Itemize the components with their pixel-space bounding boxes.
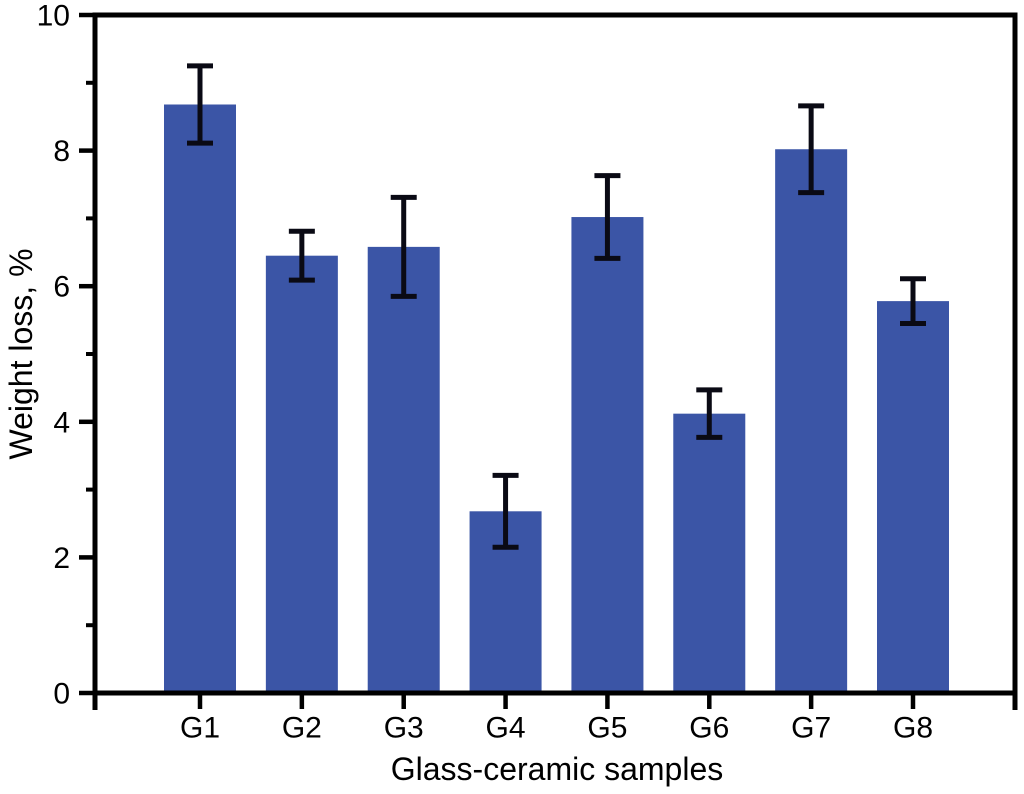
error-bar-G7 <box>798 103 825 196</box>
error-bars-layer <box>187 63 926 550</box>
bar-G1 <box>164 104 236 694</box>
bar-G8 <box>877 301 949 693</box>
x-tick-label-G5: G5 <box>587 712 627 745</box>
x-tick-label-G8: G8 <box>893 712 933 745</box>
y-tick-label-2: 2 <box>53 542 70 575</box>
error-bar-G8 <box>900 276 926 326</box>
x-tick-label-G3: G3 <box>384 712 424 745</box>
bar-G2 <box>265 255 338 693</box>
bars-layer <box>164 104 949 694</box>
x-axis-title: Glass-ceramic samples <box>391 751 724 787</box>
error-bar-G5 <box>594 173 621 261</box>
bar-G7 <box>775 149 848 693</box>
y-axis-title: Weight loss, % <box>3 248 39 459</box>
error-bar-G1 <box>187 63 213 146</box>
x-tick-label-G7: G7 <box>791 712 831 745</box>
axes-layer <box>79 12 1018 710</box>
bar-G3 <box>367 246 440 693</box>
tick-labels-layer: 0 2 4 6 8 10 G1 G2 G3 G4 G5 G6 G7 G8 <box>37 0 933 745</box>
y-tick-label-0: 0 <box>53 678 70 711</box>
error-bar-G6 <box>696 387 723 440</box>
y-tick-label-8: 8 <box>53 135 70 168</box>
y-tick-label-6: 6 <box>53 271 70 304</box>
x-tick-label-G6: G6 <box>689 712 729 745</box>
error-bar-G4 <box>492 472 519 550</box>
x-tick-label-G1: G1 <box>180 712 220 745</box>
error-bar-G3 <box>390 194 417 299</box>
error-bar-G2 <box>288 228 315 283</box>
x-tick-label-G4: G4 <box>486 712 526 745</box>
bar-G5 <box>571 217 644 693</box>
bar-G6 <box>673 413 746 693</box>
x-tick-label-G2: G2 <box>282 712 322 745</box>
y-tick-label-10: 10 <box>37 0 70 33</box>
y-tick-label-4: 4 <box>53 406 70 439</box>
